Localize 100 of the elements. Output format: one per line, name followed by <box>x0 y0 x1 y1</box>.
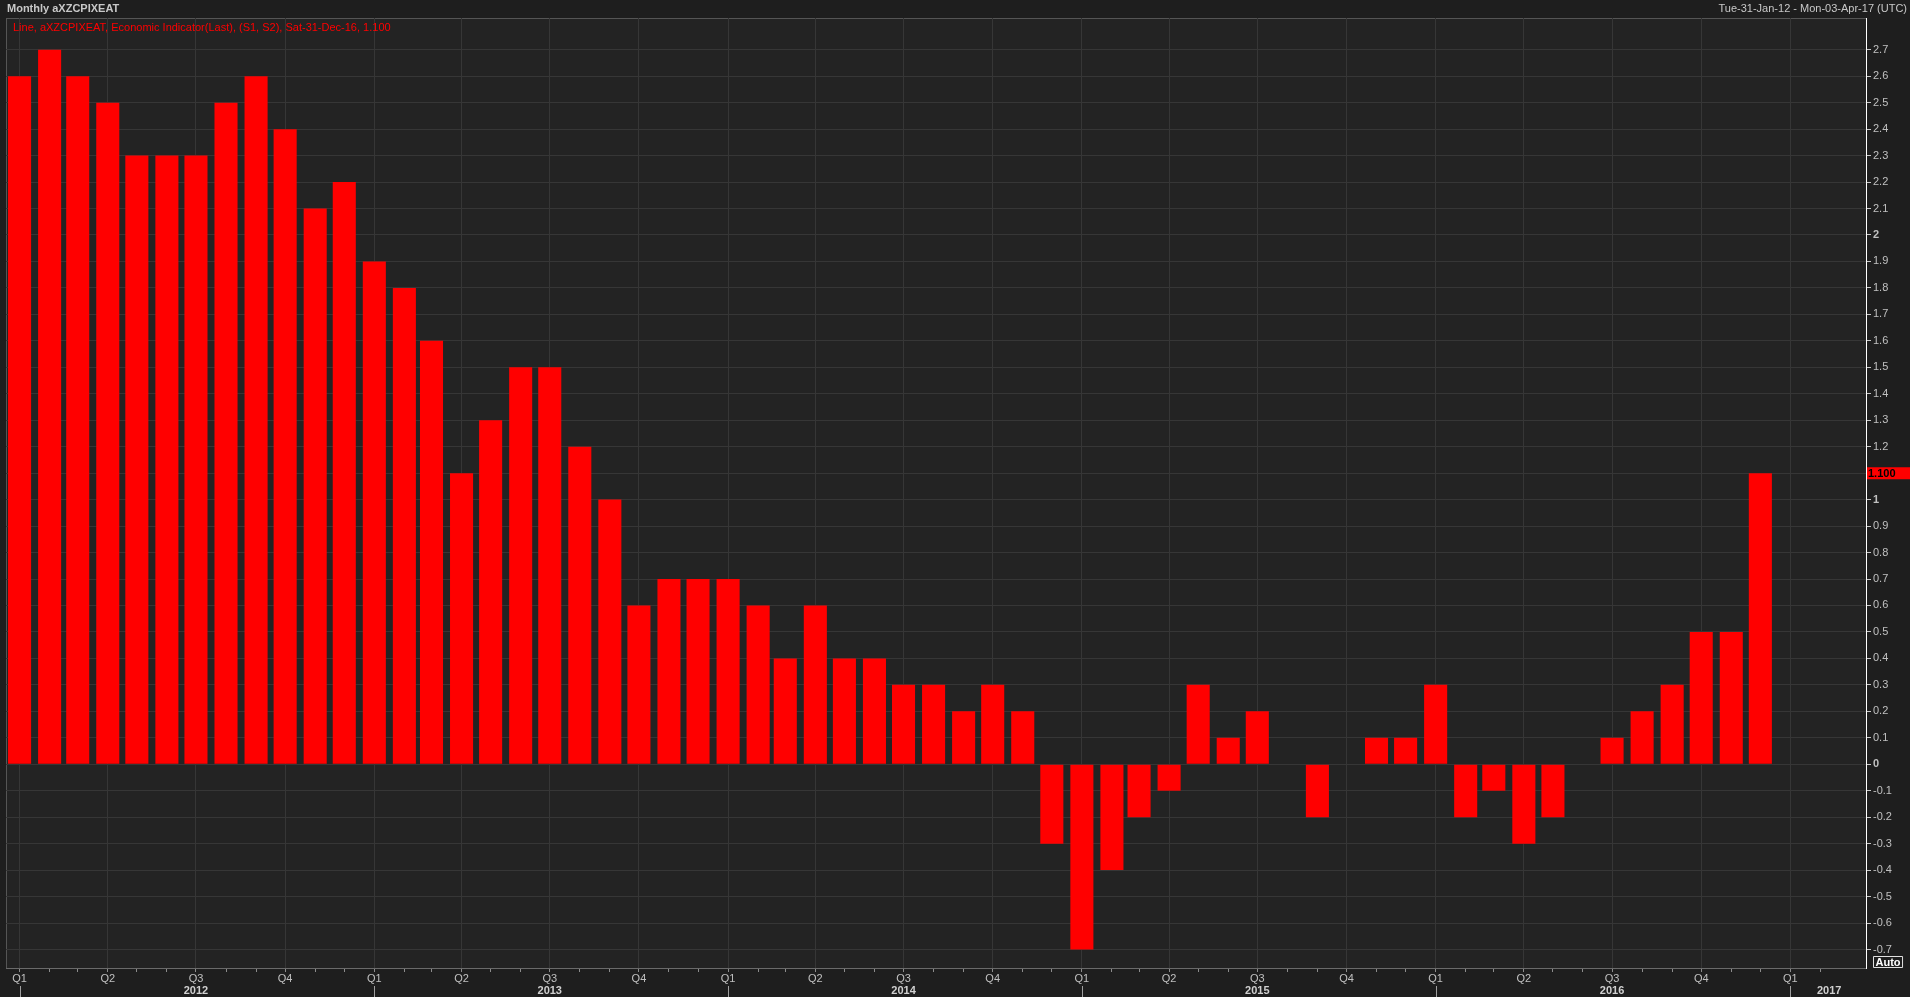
bar <box>1512 764 1536 844</box>
bar <box>538 367 562 764</box>
x-tick-label: Q4 <box>277 972 293 985</box>
bar <box>362 261 386 764</box>
y-tick-label: 2.4 <box>1873 122 1889 135</box>
bar <box>303 208 327 764</box>
y-tick-label: 0.8 <box>1873 545 1889 558</box>
y-tick-label: 0.9 <box>1873 519 1889 532</box>
x-tick-label: Q3 <box>896 972 911 985</box>
x2-tick-label: 2013 <box>537 983 562 996</box>
x2-tick-label: 2015 <box>1245 983 1270 996</box>
bar <box>155 155 179 764</box>
bar <box>125 155 149 764</box>
y-tick-label: 2.7 <box>1873 42 1889 55</box>
y-tick-label: 0.4 <box>1873 651 1889 664</box>
bar <box>1070 764 1094 950</box>
x-tick-label: Q2 <box>807 972 823 985</box>
bar <box>952 711 976 764</box>
bar <box>1719 631 1743 764</box>
y-tick-label: 2.5 <box>1873 95 1889 108</box>
bar <box>332 182 356 764</box>
x-tick-label: Q4 <box>1339 972 1354 985</box>
bar <box>686 579 710 764</box>
bar <box>1305 764 1329 818</box>
chart-title: Monthly aXZCPIXEAT <box>7 2 120 15</box>
bar <box>1127 764 1151 818</box>
y-tick-label: 2.1 <box>1873 201 1889 214</box>
y-tick-label: 1.2 <box>1873 439 1889 452</box>
bar <box>1630 711 1654 764</box>
x-tick-label: Q3 <box>1604 972 1620 985</box>
x-tick-label: Q4 <box>631 972 647 985</box>
bar <box>1100 764 1124 871</box>
y-tick-label: 1.7 <box>1873 307 1889 320</box>
bar <box>479 420 503 764</box>
bar <box>214 102 238 764</box>
bar <box>1040 764 1064 844</box>
bar <box>450 473 474 764</box>
bar <box>8 76 32 764</box>
text: Line, aXZCPIXEAT, Economic Indicator(Last), (S1, S2), Sat-31-Dec-16, 1.100 <box>13 21 391 34</box>
bar <box>803 605 827 764</box>
x-tick-label: Q1 <box>1783 972 1798 985</box>
bar <box>892 684 916 764</box>
bar <box>1689 631 1713 764</box>
x2-tick-label: 2017 <box>1816 983 1842 996</box>
y-tick-label: 2 <box>1873 228 1880 241</box>
y-tick-label: 2.3 <box>1873 148 1889 161</box>
bar <box>184 155 208 764</box>
y-tick-label: 1.3 <box>1873 413 1889 426</box>
bar <box>832 658 856 764</box>
bar <box>392 287 416 764</box>
x2-tick-label: 2014 <box>891 983 917 996</box>
y-tick-label: -0.4 <box>1873 863 1892 876</box>
bar <box>1157 764 1181 791</box>
y-tick-label: 1.4 <box>1873 386 1889 399</box>
x-tick-label: Q1 <box>720 972 736 985</box>
bar <box>1245 711 1269 764</box>
x-tick-label: Q3 <box>1249 972 1265 985</box>
bar <box>244 76 268 764</box>
text: 1.100 <box>1868 466 1896 479</box>
text: Auto <box>1875 955 1901 968</box>
y-tick-label: 0.3 <box>1873 677 1889 690</box>
bar <box>627 605 651 764</box>
bar <box>598 499 622 764</box>
x-tick-label: Q2 <box>1516 972 1532 985</box>
bar <box>1748 473 1772 764</box>
bar <box>96 102 120 764</box>
x2-tick-label: 2016 <box>1599 983 1625 996</box>
y-tick-label: 1 <box>1873 492 1880 505</box>
y-tick-label: 0.2 <box>1873 704 1889 717</box>
bar <box>981 684 1005 764</box>
y-tick-label: -0.6 <box>1873 916 1892 929</box>
bar <box>657 579 681 764</box>
y-tick-label: -0.2 <box>1873 810 1892 823</box>
bar <box>1364 737 1389 764</box>
x-tick-label: Q1 <box>1074 972 1090 985</box>
y-tick-label: -0.5 <box>1873 889 1892 902</box>
bar <box>922 684 946 764</box>
x-tick-label: Q2 <box>454 972 469 985</box>
y-tick-label: 2.2 <box>1873 175 1889 188</box>
x-tick-label: Q1 <box>366 972 382 985</box>
y-tick-label: 1.9 <box>1873 254 1889 267</box>
bar <box>38 49 62 764</box>
bar <box>862 658 886 764</box>
y-tick-label: -0.1 <box>1873 783 1892 796</box>
y-tick-label: -0.7 <box>1873 942 1892 955</box>
bar <box>1011 711 1035 764</box>
bar <box>1186 684 1210 764</box>
x-tick-label: Q3 <box>188 972 204 985</box>
y-tick-label: -0.3 <box>1873 836 1892 849</box>
y-tick-label: 0.7 <box>1873 572 1889 585</box>
y-tick-label: 0.6 <box>1873 598 1889 611</box>
y-tick-label: 1.8 <box>1873 280 1889 293</box>
x-tick-label: Q2 <box>100 972 116 985</box>
bar <box>1541 764 1565 818</box>
bar <box>1600 737 1624 764</box>
bar <box>1660 684 1684 764</box>
bar <box>773 658 797 764</box>
x2-tick-label: 2012 <box>183 983 209 996</box>
y-tick-label: 0.1 <box>1873 730 1889 743</box>
bar <box>419 340 444 764</box>
